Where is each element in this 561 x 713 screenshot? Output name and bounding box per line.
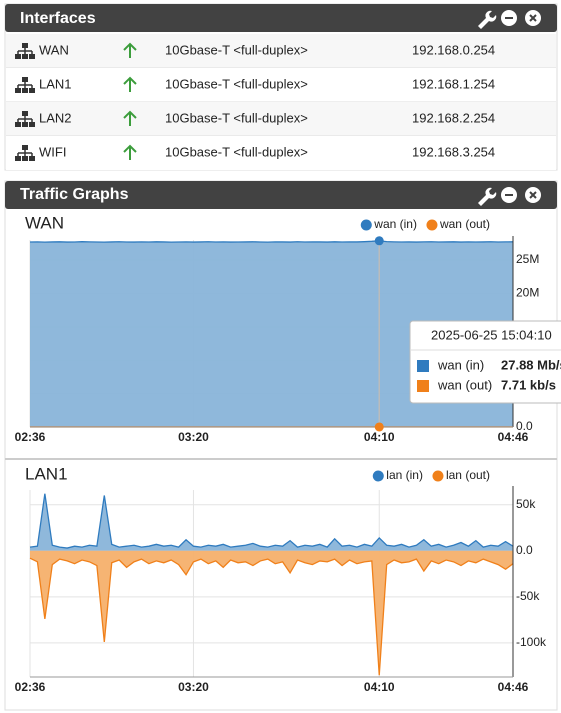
y-tick-label: -50k [516,589,540,603]
icon-part [29,88,35,93]
icon-part [15,88,21,93]
icon-part [17,150,33,156]
x-tick-label: 02:36 [15,680,46,694]
area [30,240,513,427]
interface-ip: 192.168.0.254 [412,42,495,57]
minimize-glyph [505,17,513,19]
line [29,240,514,243]
legend-swatch [432,470,444,482]
icon-part [15,54,21,59]
y-tick-label: -100k [516,635,547,649]
tooltip [409,320,561,404]
icon-part [15,156,21,161]
icon-part [22,43,28,48]
status-up-icon [123,42,137,58]
panel-title: Interfaces [20,10,96,27]
icon-part [17,82,33,88]
icon-part [17,48,33,54]
minimize-glyph [505,194,513,196]
panel-title: Traffic Graphs [20,186,129,203]
x-tick-label: 04:46 [498,430,529,444]
network-icon [15,111,35,127]
close-glyph [529,191,537,199]
panel-header [5,4,557,32]
interface-ip: 192.168.1.254 [412,76,495,91]
line [29,557,514,676]
legend-label: wan (in) [373,217,417,231]
tooltip-value: 7.71 kb/s [501,377,556,392]
network-icon [15,77,35,93]
close-glyph [529,14,537,22]
network-icon [15,145,35,161]
icon-part [15,122,21,127]
interface-media: 10Gbase-T <full-duplex> [165,42,308,57]
network-icon [15,43,35,59]
icon-part [29,156,35,161]
panel-header [5,181,557,209]
tooltip-series: wan (out) [437,377,492,392]
wrench-icon[interactable] [478,10,497,29]
tooltip-title: 2025-06-25 15:04:10 [431,327,552,342]
interface-name[interactable]: LAN2 [39,110,72,125]
x-tick-label: 02:36 [15,430,46,444]
x-tick-label: 03:20 [178,430,209,444]
legend-label: wan (out) [439,217,490,231]
icon-part [29,54,35,59]
icon-part [22,88,28,93]
icon-part [22,77,28,82]
table-row [6,68,556,102]
interface-name[interactable]: LAN1 [39,76,72,91]
interface-ip: 192.168.2.254 [412,110,495,125]
icon-group [478,10,541,29]
chart-title: LAN1 [25,464,68,483]
icon-part [22,122,28,127]
interface-media: 10Gbase-T <full-duplex> [165,76,308,91]
y-tick-label: 50k [516,497,536,511]
icon-part [22,54,28,59]
y-tick-label: 20M [516,286,539,300]
table-row [6,34,556,68]
icon-part [22,156,28,161]
wrench-icon[interactable] [478,187,497,206]
icon-part [29,122,35,127]
status-up-icon [123,144,137,160]
tooltip-series: wan (in) [437,357,484,372]
legend-swatch [426,219,438,231]
interface-media: 10Gbase-T <full-duplex> [165,110,308,125]
icon-part [17,116,33,122]
line [29,493,514,549]
icon-part [22,111,28,116]
x-tick-label: 04:46 [498,680,529,694]
legend-swatch [372,470,384,482]
y-tick-label: 0.0 [516,419,533,433]
tooltip-value: 27.88 Mb/s [501,357,561,372]
y-tick-label: 25M [516,252,539,266]
interface-media: 10Gbase-T <full-duplex> [165,144,308,159]
y-tick-label: 0.0 [516,543,533,557]
legend-label: lan (in) [386,468,423,482]
status-up-icon [123,76,137,92]
icon-group [478,187,541,206]
interface-name[interactable]: WAN [39,42,69,57]
x-tick-label: 04:10 [364,430,395,444]
area [30,493,513,551]
table-row [6,136,556,170]
hover-dot [374,422,384,432]
interface-ip: 192.168.3.254 [412,144,495,159]
legend-swatch [360,219,372,231]
tooltip-swatch [417,380,429,392]
header-icons [478,10,541,206]
table-row [6,102,556,136]
icon-part [22,145,28,150]
x-tick-label: 04:10 [364,680,395,694]
hover-dot [374,236,384,246]
x-tick-label: 03:20 [178,680,209,694]
tooltip-swatch [417,360,429,372]
legend-label: lan (out) [446,468,490,482]
interface-name[interactable]: WIFI [39,144,66,159]
status-up-icon [123,110,137,126]
chart-title: WAN [25,213,64,232]
